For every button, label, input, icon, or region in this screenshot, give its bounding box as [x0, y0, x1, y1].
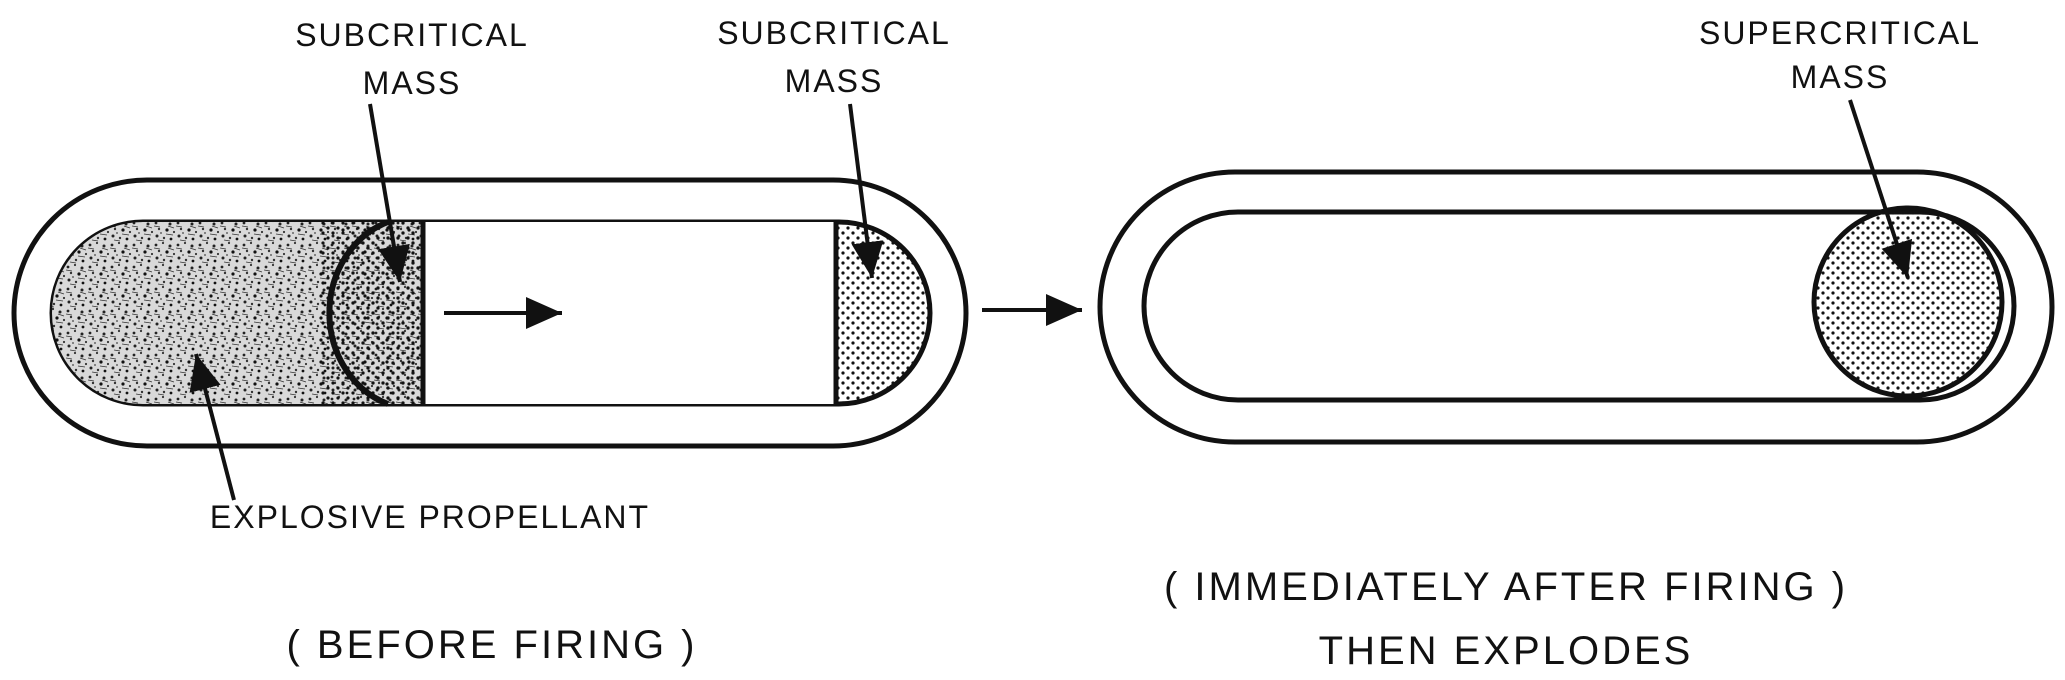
gun-barrel-outer-casing-after: [1097, 169, 2055, 445]
after-firing-caption-line2: THEN EXPLODES: [1319, 629, 1694, 673]
subcritical-mass-left-outline: [326, 219, 390, 407]
subcritical-mass-left-label: SUBCRITICAL MASS: [295, 17, 529, 283]
subcritical-mass-right-leader: [848, 103, 884, 279]
supercritical-mass-label: SUPERCRITICAL MASS: [1699, 15, 1981, 279]
subcritical-mass-left-line2: MASS: [363, 65, 462, 101]
supercritical-mass-sphere: [1811, 205, 2005, 399]
supercritical-mass-leader: [1848, 99, 1913, 279]
propellant-label-group: EXPLOSIVE PROPELLANT: [189, 353, 650, 535]
after-firing-assembly: SUPERCRITICAL MASS ( IMMEDIATELY AFTER F…: [1097, 15, 2055, 673]
before-firing-caption: ( BEFORE FIRING ): [287, 623, 698, 667]
supercritical-mass-line1: SUPERCRITICAL: [1699, 15, 1981, 51]
supercritical-mass-line2: MASS: [1791, 59, 1890, 95]
gun-barrel-inner-bore-after: [1141, 209, 2017, 403]
subcritical-mass-right-label: SUBCRITICAL MASS: [717, 15, 951, 279]
subcritical-mass-right-fill: [838, 222, 930, 404]
explosive-propellant-label: EXPLOSIVE PROPELLANT: [210, 499, 650, 535]
subcritical-mass-left-leader: [368, 103, 410, 283]
gun-barrel-outer-casing: [11, 177, 969, 449]
subcritical-mass-right-line1: SUBCRITICAL: [717, 15, 951, 51]
before-firing-assembly: SUBCRITICAL MASS SUBCRITICAL MASS EXPLOS…: [11, 15, 969, 667]
propellant-leader: [189, 353, 236, 501]
subcritical-mass-right-line2: MASS: [785, 63, 884, 99]
subcritical-mass-left-line1: SUBCRITICAL: [295, 17, 529, 53]
after-firing-caption-line1: ( IMMEDIATELY AFTER FIRING ): [1164, 565, 1848, 609]
